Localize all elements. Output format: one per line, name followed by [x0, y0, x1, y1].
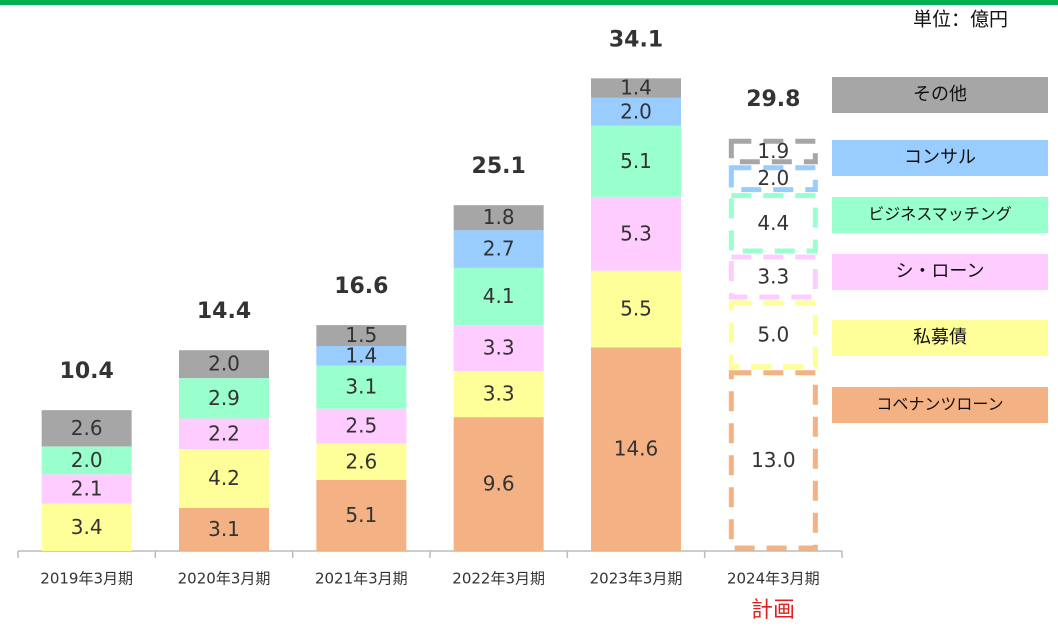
value-label: 2.2 — [208, 421, 240, 445]
legend-swatch — [832, 140, 1048, 176]
bar-segment — [41, 474, 132, 504]
legend-swatch — [832, 197, 1048, 233]
value-label: 3.3 — [483, 382, 515, 406]
value-label: 2.9 — [208, 386, 240, 410]
value-label: 1.4 — [345, 343, 377, 367]
value-label: 2.0 — [757, 166, 789, 190]
legend-swatch — [832, 77, 1048, 113]
bar-segment — [41, 503, 132, 551]
legend-label: コンサル — [904, 147, 976, 168]
bar-segment — [453, 325, 544, 372]
value-label: 5.5 — [620, 297, 652, 321]
bar-segment — [316, 443, 407, 480]
bar-segment — [591, 347, 681, 551]
bar-segment — [453, 417, 544, 551]
bar-segment — [453, 205, 544, 231]
value-label: 3.3 — [757, 264, 789, 288]
x-tick-label: 2020年3月期 — [178, 570, 271, 588]
bar-segment — [316, 346, 407, 366]
plan-segment — [728, 165, 818, 193]
value-label: 1.8 — [483, 205, 515, 229]
bar-segment — [453, 230, 544, 268]
bar-segment — [591, 270, 681, 348]
x-tick-label: 2019年3月期 — [40, 570, 133, 588]
plan-segment — [728, 193, 818, 254]
unit-label: 単位：億円 — [913, 9, 1008, 31]
bar-segment — [591, 78, 681, 98]
x-tick-label: 2021年3月期 — [315, 570, 408, 588]
value-label: 5.3 — [620, 221, 652, 245]
value-label: 3.3 — [483, 336, 515, 360]
value-label: 2.5 — [345, 414, 377, 438]
bar-segment — [453, 371, 544, 418]
legend-swatch — [832, 387, 1048, 423]
value-label: 3.1 — [208, 517, 240, 541]
value-label: 1.4 — [620, 76, 652, 100]
legend-label: シ・ローン — [895, 261, 984, 282]
value-label: 9.6 — [483, 472, 515, 496]
bar-segment — [591, 97, 681, 126]
total-label: 34.1 — [609, 27, 663, 52]
value-label: 14.6 — [614, 437, 659, 461]
bar-segment — [41, 446, 132, 475]
bar-segment — [453, 267, 544, 326]
bar-segment — [179, 350, 269, 379]
value-label: 5.0 — [757, 322, 789, 346]
legend-label: 私募債 — [913, 327, 967, 348]
x-tick-label: 2023年3月期 — [590, 570, 683, 588]
value-label: 2.6 — [71, 416, 103, 440]
bar-segment — [41, 410, 132, 447]
x-tick-label: 2024年3月期 — [727, 570, 820, 588]
bar-segment — [591, 196, 681, 271]
total-label: 14.4 — [197, 299, 251, 324]
value-label: 5.1 — [620, 149, 652, 173]
top-band — [0, 0, 1058, 5]
bar-segment — [316, 479, 407, 551]
total-label: 10.4 — [60, 359, 114, 384]
value-label: 2.0 — [208, 352, 240, 376]
total-label: 25.1 — [472, 154, 526, 179]
plan-segment — [728, 370, 818, 551]
value-label: 4.1 — [483, 284, 515, 308]
bar-segment — [591, 125, 681, 197]
value-label: 2.1 — [71, 476, 103, 500]
bar-segment — [179, 449, 269, 508]
legend-swatch — [832, 254, 1048, 290]
bar-segment — [316, 408, 407, 444]
value-label: 2.6 — [345, 449, 377, 473]
value-label: 13.0 — [751, 448, 796, 472]
plan-annotation: 計画 — [751, 598, 795, 623]
legend-label: その他 — [913, 84, 967, 105]
x-tick-label: 2022年3月期 — [452, 570, 545, 588]
value-label: 3.1 — [345, 375, 377, 399]
value-label: 3.4 — [71, 515, 103, 539]
legend-label: コベナンツローン — [876, 395, 1003, 414]
value-label: 1.9 — [757, 139, 789, 163]
legend-swatch — [832, 320, 1048, 356]
plan-segment — [728, 300, 818, 370]
bar-segment — [179, 418, 269, 450]
value-label: 2.0 — [620, 99, 652, 123]
plan-segment — [728, 254, 818, 300]
value-label: 4.2 — [208, 466, 240, 490]
total-label: 29.8 — [746, 87, 800, 112]
legend-label: ビジネスマッチング — [868, 205, 1012, 224]
bar-segment — [316, 365, 407, 409]
plan-segment — [728, 138, 818, 165]
value-label: 1.5 — [345, 323, 377, 347]
bar-segment — [179, 507, 269, 551]
bar-segment — [179, 378, 269, 419]
value-label: 4.4 — [757, 211, 789, 235]
value-label: 2.7 — [483, 237, 515, 261]
total-label: 16.6 — [334, 274, 388, 299]
value-label: 2.0 — [71, 448, 103, 472]
bar-segment — [316, 325, 407, 347]
value-label: 5.1 — [345, 503, 377, 527]
